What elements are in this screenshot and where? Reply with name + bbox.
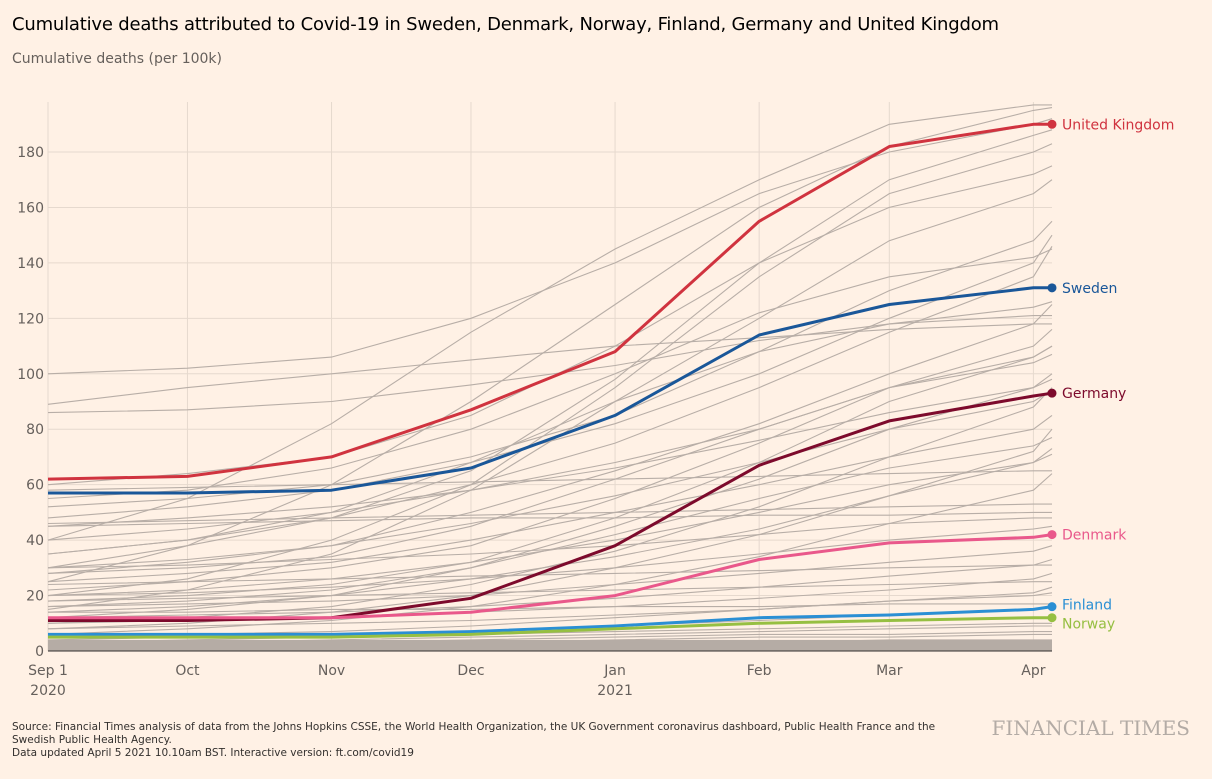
series-line-norway	[48, 616, 1052, 639]
background-country-line	[48, 603, 1052, 613]
background-country-line	[47, 234, 1053, 519]
background-country-line	[47, 558, 1053, 619]
series-label-united-kingdom: United Kingdom	[1062, 117, 1174, 133]
series-endpoint-germany	[1047, 388, 1057, 398]
series-endpoint-sweden	[1047, 283, 1057, 293]
background-country-line	[47, 246, 1053, 555]
y-tick-label: 100	[17, 367, 44, 383]
background-country-line	[47, 373, 1053, 619]
series-endpoint-united-kingdom	[1047, 119, 1057, 129]
background-country-lines	[47, 104, 1053, 649]
background-country-line	[47, 545, 1053, 608]
series-label-finland: Finland	[1062, 598, 1112, 614]
background-country-line	[47, 511, 1052, 527]
background-country-line	[47, 301, 1053, 555]
series-line-denmark	[48, 533, 1053, 620]
series-line-sweden	[48, 286, 1052, 495]
x-tick-label: Sep 1	[28, 663, 68, 679]
background-country-line	[47, 436, 1053, 608]
y-axis-subtitle: Cumulative deaths (per 100k)	[12, 51, 222, 67]
background-country-line	[47, 525, 1053, 597]
background-country-line	[47, 323, 1052, 405]
chart-title: Cumulative deaths attributed to Covid-19…	[12, 14, 999, 35]
background-country-line	[47, 353, 1053, 574]
background-country-line	[47, 220, 1053, 508]
data-updated: Data updated April 5 2021 10.10am BST. I…	[12, 747, 414, 759]
background-country-line	[47, 503, 1052, 525]
x-tick-label: Mar	[876, 663, 903, 679]
x-tick-label: Oct	[175, 663, 200, 679]
background-country-line	[47, 586, 1053, 630]
background-country-line	[47, 104, 1052, 541]
background-country-line	[47, 581, 1052, 602]
y-tick-label: 60	[26, 478, 44, 494]
background-country-line	[47, 622, 1052, 644]
low-value-band	[48, 639, 1052, 651]
x-tick-label: Apr	[1021, 663, 1045, 679]
series-endpoint-denmark	[1047, 530, 1057, 540]
source-line-2: Swedish Public Health Agency.	[12, 734, 172, 746]
financial-times-logo: FINANCIAL TIMES	[991, 716, 1190, 740]
series-label-germany: Germany	[1062, 386, 1126, 402]
background-country-line	[47, 107, 1053, 583]
series-endpoint-norway	[1047, 613, 1057, 623]
highlighted-country-lines	[47, 119, 1057, 639]
background-country-line	[47, 165, 1053, 486]
background-country-line	[47, 315, 1052, 414]
background-country-line	[47, 248, 1053, 500]
background-country-line	[47, 304, 1053, 574]
x-tick-year-label: 2021	[597, 683, 633, 699]
x-tick-year-label: 2020	[30, 683, 66, 699]
y-tick-label: 80	[26, 422, 44, 438]
background-country-line	[47, 118, 1053, 375]
y-tick-label: 180	[17, 145, 44, 161]
y-tick-label: 120	[17, 311, 44, 327]
x-tick-label: Dec	[457, 663, 484, 679]
background-country-line	[47, 345, 1053, 527]
x-tick-label: Nov	[318, 663, 345, 679]
x-tick-label: Feb	[747, 663, 772, 679]
x-tick-label: Jan	[603, 663, 626, 679]
series-label-sweden: Sweden	[1062, 281, 1117, 297]
series-endpoint-finland	[1047, 602, 1057, 612]
series-line-finland	[48, 605, 1053, 636]
series-line-germany	[48, 391, 1053, 622]
axes: 0 20 40 60 80 100 120 140 160 180 Sep 1 2020 Oct Nov D…	[17, 145, 1052, 699]
background-country-line	[47, 389, 1053, 569]
background-country-line	[47, 453, 1053, 597]
background-country-line	[47, 428, 1053, 630]
source-line-1: Source: Financial Times analysis of data…	[12, 721, 936, 733]
background-country-line	[47, 564, 1052, 586]
background-country-line	[47, 143, 1053, 597]
y-tick-label: 20	[26, 589, 44, 605]
series-labels: United Kingdom Sweden Germany Denmark Finlan…	[1062, 117, 1174, 632]
y-tick-label: 0	[35, 644, 44, 660]
background-country-line	[47, 378, 1053, 541]
y-tick-label: 160	[17, 200, 44, 216]
series-line-united-kingdom	[47, 122, 1052, 481]
footer-source: Source: Financial Times analysis of data…	[12, 721, 972, 760]
series-label-denmark: Denmark	[1062, 528, 1127, 544]
y-tick-label: 140	[17, 256, 44, 272]
background-country-line	[47, 328, 1053, 591]
background-country-line	[47, 129, 1053, 569]
y-tick-label: 40	[26, 533, 44, 549]
series-label-norway: Norway	[1062, 617, 1115, 633]
